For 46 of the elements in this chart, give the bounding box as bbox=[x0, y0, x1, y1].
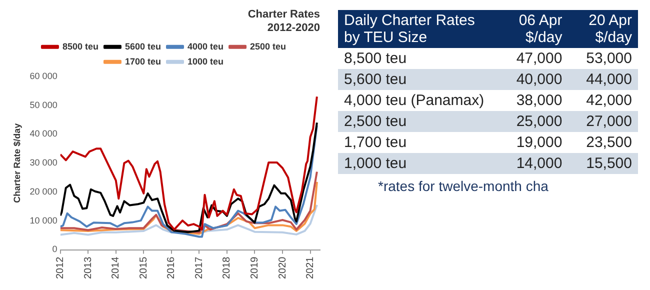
chart-subtitle: 2012-2020 bbox=[267, 22, 320, 34]
data-label: 53,000 bbox=[568, 48, 638, 69]
category-label: 8,500 teu bbox=[343, 49, 408, 69]
x-tick-label: 2012 bbox=[55, 256, 66, 280]
legend-label: 5600 teu bbox=[124, 41, 162, 52]
series-label: 20 Apr $/day bbox=[588, 11, 633, 48]
y-tick-label: 10 000 bbox=[30, 215, 58, 226]
data-label: 40,000 bbox=[498, 69, 568, 90]
data-label: 47,000 bbox=[498, 48, 568, 69]
y-tick-label: 0 bbox=[52, 244, 58, 254]
data-label: 19,000 bbox=[498, 132, 568, 153]
category-label: 4,000 teu (Panamax) bbox=[343, 91, 486, 111]
category-label: 1,000 teu bbox=[343, 154, 408, 174]
data-label: 27,000 bbox=[568, 111, 638, 132]
y-tick-label: 50 000 bbox=[30, 100, 58, 110]
legend-label: 4000 teu bbox=[188, 41, 224, 52]
x-tick-label: 2017 bbox=[194, 256, 205, 280]
data-label: 14,000 bbox=[498, 153, 568, 174]
x-tick-label: 2013 bbox=[82, 256, 94, 280]
x-tick-label: 2019 bbox=[249, 256, 260, 280]
x-tick-label: 2021 bbox=[305, 256, 316, 280]
y-tick-label: 40 000 bbox=[30, 128, 58, 139]
series-label: 06 Apr $/day bbox=[518, 11, 564, 48]
category-label: 1,700 teu bbox=[343, 133, 408, 153]
x-tick-label: 2015 bbox=[138, 256, 150, 280]
text: *rates for twelve-month cha bbox=[377, 178, 550, 194]
data-label: 42,000 bbox=[568, 90, 638, 111]
data-label: 44,000 bbox=[568, 69, 638, 90]
data-label: 38,000 bbox=[498, 90, 568, 111]
legend-label: 1700 teu bbox=[124, 56, 162, 66]
y-tick-label: 30 000 bbox=[30, 158, 58, 168]
y-axis-title: Charter Rate $/day bbox=[12, 123, 22, 203]
x-tick-label: 2018 bbox=[222, 256, 233, 280]
data-label: 25,000 bbox=[498, 111, 568, 132]
data-label: 15,500 bbox=[568, 153, 638, 174]
y-tick-label: 20 000 bbox=[30, 186, 58, 196]
chart-title: Charter Rates bbox=[248, 8, 320, 21]
x-tick-label: 2020 bbox=[277, 256, 288, 280]
y-tick-label: 60 000 bbox=[30, 70, 58, 81]
x-tick-label: 2014 bbox=[110, 256, 122, 280]
legend-label: 8500 teu bbox=[62, 41, 98, 52]
legend-label: 1000 teu bbox=[188, 56, 224, 66]
data-label: 23,500 bbox=[568, 132, 638, 153]
x-tick-label: 2016 bbox=[166, 256, 178, 280]
text: Daily Charter Rates by TEU Size bbox=[343, 11, 476, 48]
legend-label: 2500 teu bbox=[250, 41, 286, 52]
